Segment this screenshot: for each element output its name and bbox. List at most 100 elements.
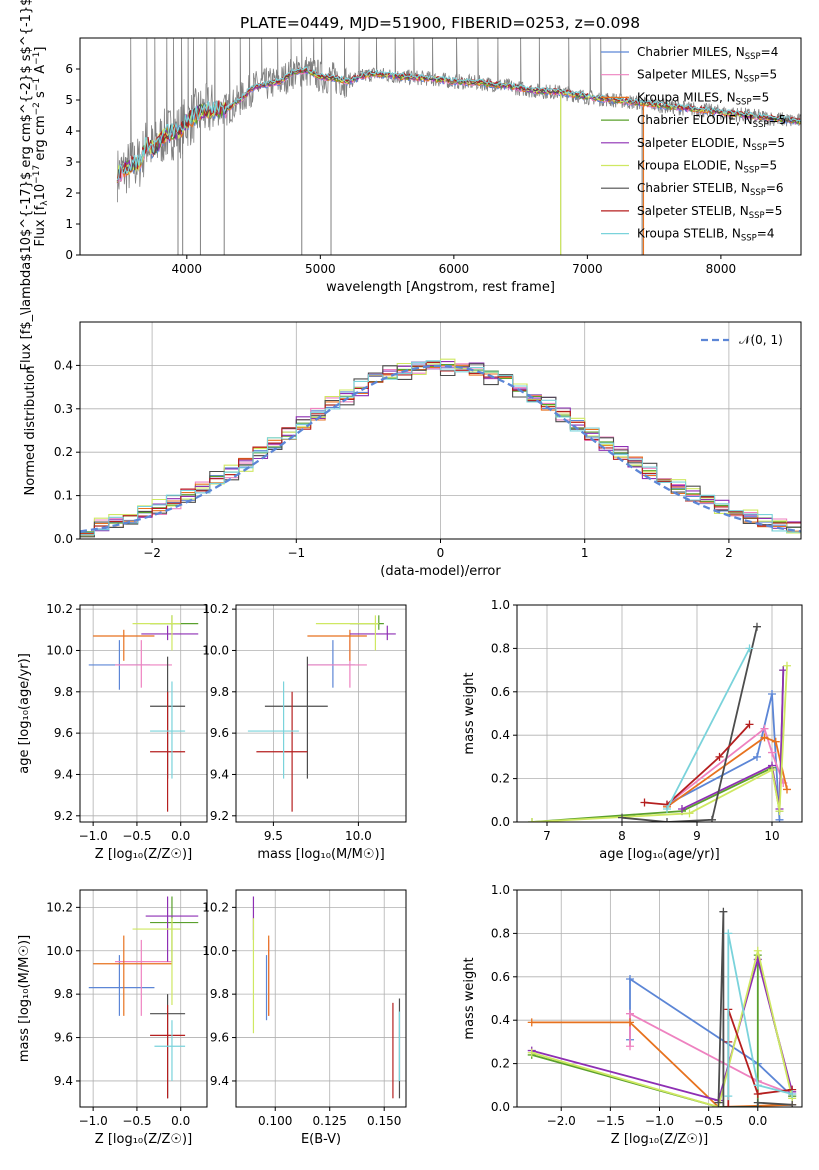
weight-marker-cyan: [724, 929, 733, 938]
weight-marker-red: [640, 798, 649, 807]
weight-line-orange: [531, 1021, 793, 1107]
legend-name: Kroupa ELODIE, N: [637, 159, 744, 173]
legend-n: =5: [752, 90, 770, 104]
x-axis-label: Z [log₁₀(Z/Z☉)]: [611, 1132, 708, 1147]
x-tick-label: 8: [618, 829, 626, 843]
x-tick-label: −1: [287, 546, 305, 560]
x-tick-label: 10.0: [345, 829, 372, 843]
x-tick-label: −2.0: [547, 1114, 576, 1128]
x-tick-label: −1.5: [596, 1114, 625, 1128]
weight-marker-pink: [768, 748, 776, 757]
y-tick-label: 0.0: [54, 532, 73, 546]
decorations-mass_vs_ebv: 0.100 0.125 0.150 9.4 9.6 9.8 10.0 10.2 E(B-V): [202, 889, 407, 1147]
y-tick-label: 10.2: [46, 900, 73, 914]
weight-marker-yellow: [527, 1048, 536, 1057]
weight-marker-yellow: [685, 809, 694, 818]
y-tick-label: 9.4: [54, 767, 73, 781]
legend-entry: Kroupa STELIB, NSSP=4: [637, 227, 775, 244]
plot-area-mass_vs_Z: [88, 896, 199, 1099]
x-tick-label: 0.0: [748, 1114, 767, 1128]
y-axis-label-part: −17: [32, 165, 42, 184]
x-tick-label: 0.100: [258, 1114, 292, 1128]
plot-area-residuals: [80, 358, 801, 538]
y-axis-label-part: −1: [32, 52, 42, 65]
axes-frame: [516, 604, 803, 823]
legend-sub: SSP: [741, 234, 757, 244]
weight-marker-blue: [775, 815, 784, 822]
decorations-age_vs_mass: 9.5 10.0 9.2 9.4 9.6 9.8 10.0 10.2 mass [log₁₀(M…: [202, 602, 407, 862]
panel-age_vs_Z: −1.0 −0.5 0.0 9.2 9.4 9.6 9.8 10.0 10.2 Z [log₁₀(…: [17, 602, 208, 862]
weight-marker-orange: [760, 733, 769, 742]
axes-frame: [235, 889, 407, 1108]
y-tick-label: 0.2: [491, 1057, 510, 1071]
legend-name: Salpeter ELODIE, N: [637, 136, 751, 150]
weight-marker-red: [724, 1103, 733, 1107]
y-tick-label: 4: [65, 124, 73, 138]
weight-line-pink: [666, 727, 785, 806]
y-tick-label: 0.4: [491, 728, 510, 742]
legend-sub: SSP: [751, 143, 767, 153]
plot-area-mass_vs_ebv: [252, 896, 401, 1099]
y-tick-label: 0.4: [54, 358, 73, 372]
plot-area-spectrum: [116, 38, 801, 255]
y-tick-label: 0.8: [491, 926, 510, 940]
legend-entry: Chabrier ELODIE, NSSP=5: [637, 113, 786, 130]
weight-marker-dgray: [714, 1098, 723, 1107]
x-tick-label: 1: [581, 546, 589, 560]
plot-area-weight_vs_Z: [527, 907, 797, 1107]
weight-marker-dgray: [753, 1098, 762, 1107]
normal-reference-curve: [80, 364, 801, 533]
x-tick-label: −1.0: [79, 1114, 108, 1128]
x-tick-label: −1.0: [79, 829, 108, 843]
weight-line-cyan: [727, 933, 793, 1097]
x-axis-label: age [log₁₀(age/yr)]: [599, 847, 720, 862]
y-axis-label-part: λ: [40, 200, 50, 206]
x-axis-label: (data-model)/error: [380, 564, 501, 579]
x-tick-label: −0.5: [122, 829, 151, 843]
y-axis-label-part: s: [33, 91, 48, 102]
y-axis-label-part: ]: [33, 47, 48, 52]
plot-area-age_vs_Z: [88, 615, 199, 812]
panel-age_vs_mass: 9.5 10.0 9.2 9.4 9.6 9.8 10.0 10.2 mass [log₁₀(M…: [202, 602, 407, 862]
legend-entry: 𝒩(0, 1): [739, 333, 783, 347]
weight-marker-yellow: [753, 946, 762, 955]
y-tick-label: 0.2: [491, 772, 510, 786]
decorations-mass_vs_Z: −1.0 −0.5 0.0 9.4 9.6 9.8 10.0 10.2 Z [log₁₀(Z/Z…: [17, 889, 208, 1147]
panel-spectrum: Flux [fλ10−17 erg cm−2 s−1 A−1] Chabrier …: [19, 0, 802, 370]
legend-name: Chabrier STELIB, N: [637, 181, 750, 195]
weight-marker-yellow: [528, 818, 536, 822]
weight-marker-blue: [626, 974, 635, 983]
y-tick-label: 0: [65, 248, 73, 262]
weight-marker-dgray: [618, 813, 626, 822]
y-tick-label: 9.6: [54, 726, 73, 740]
plot-area-weight_vs_age: [528, 622, 791, 822]
x-tick-label: −1.0: [645, 1114, 674, 1128]
weight-marker-cyan: [788, 1089, 797, 1098]
panel-residuals: 𝒩(0, 1) −2 −1 0 1 2 0.0 0.1 0.2 0.3 0.4 (data-model…: [23, 321, 802, 579]
weight-line-blue: [629, 977, 793, 1097]
axes-frame: [235, 604, 407, 823]
weight-marker-cyan: [663, 804, 671, 813]
x-tick-label: −2: [143, 546, 161, 560]
y-tick-label: 1.0: [491, 883, 510, 897]
axes-frame: [79, 604, 208, 823]
y-tick-label: 9.4: [210, 767, 229, 781]
x-tick-label: 0.0: [171, 1114, 190, 1128]
y-tick-label: 9.6: [54, 1031, 73, 1045]
x-tick-label: 5000: [305, 262, 336, 276]
weight-line-pink: [629, 1012, 793, 1095]
weight-marker-cyan: [724, 1092, 733, 1101]
x-axis-label: mass [log₁₀(M/M☉)]: [257, 847, 384, 862]
legend-entry: Salpeter MILES, NSSP=5: [637, 68, 777, 85]
legend-n: =6: [766, 181, 784, 195]
y-tick-label: 9.4: [210, 1074, 229, 1088]
weight-marker-pink: [626, 1042, 635, 1051]
legend-sub: SSP: [750, 188, 766, 198]
y-tick-label: 9.2: [54, 809, 73, 823]
legend-n: =5: [765, 204, 783, 218]
panel-weight_vs_age: 7 8 9 10 0.0 0.2 0.4 0.6 0.8 1.0 age [log₁₀(age/yr…: [462, 598, 803, 862]
y-tick-label: 0.1: [54, 489, 73, 503]
weight-marker-dgray: [753, 622, 761, 631]
y-tick-label: 1.0: [491, 598, 510, 612]
weight-marker-dgray: [719, 1103, 728, 1107]
